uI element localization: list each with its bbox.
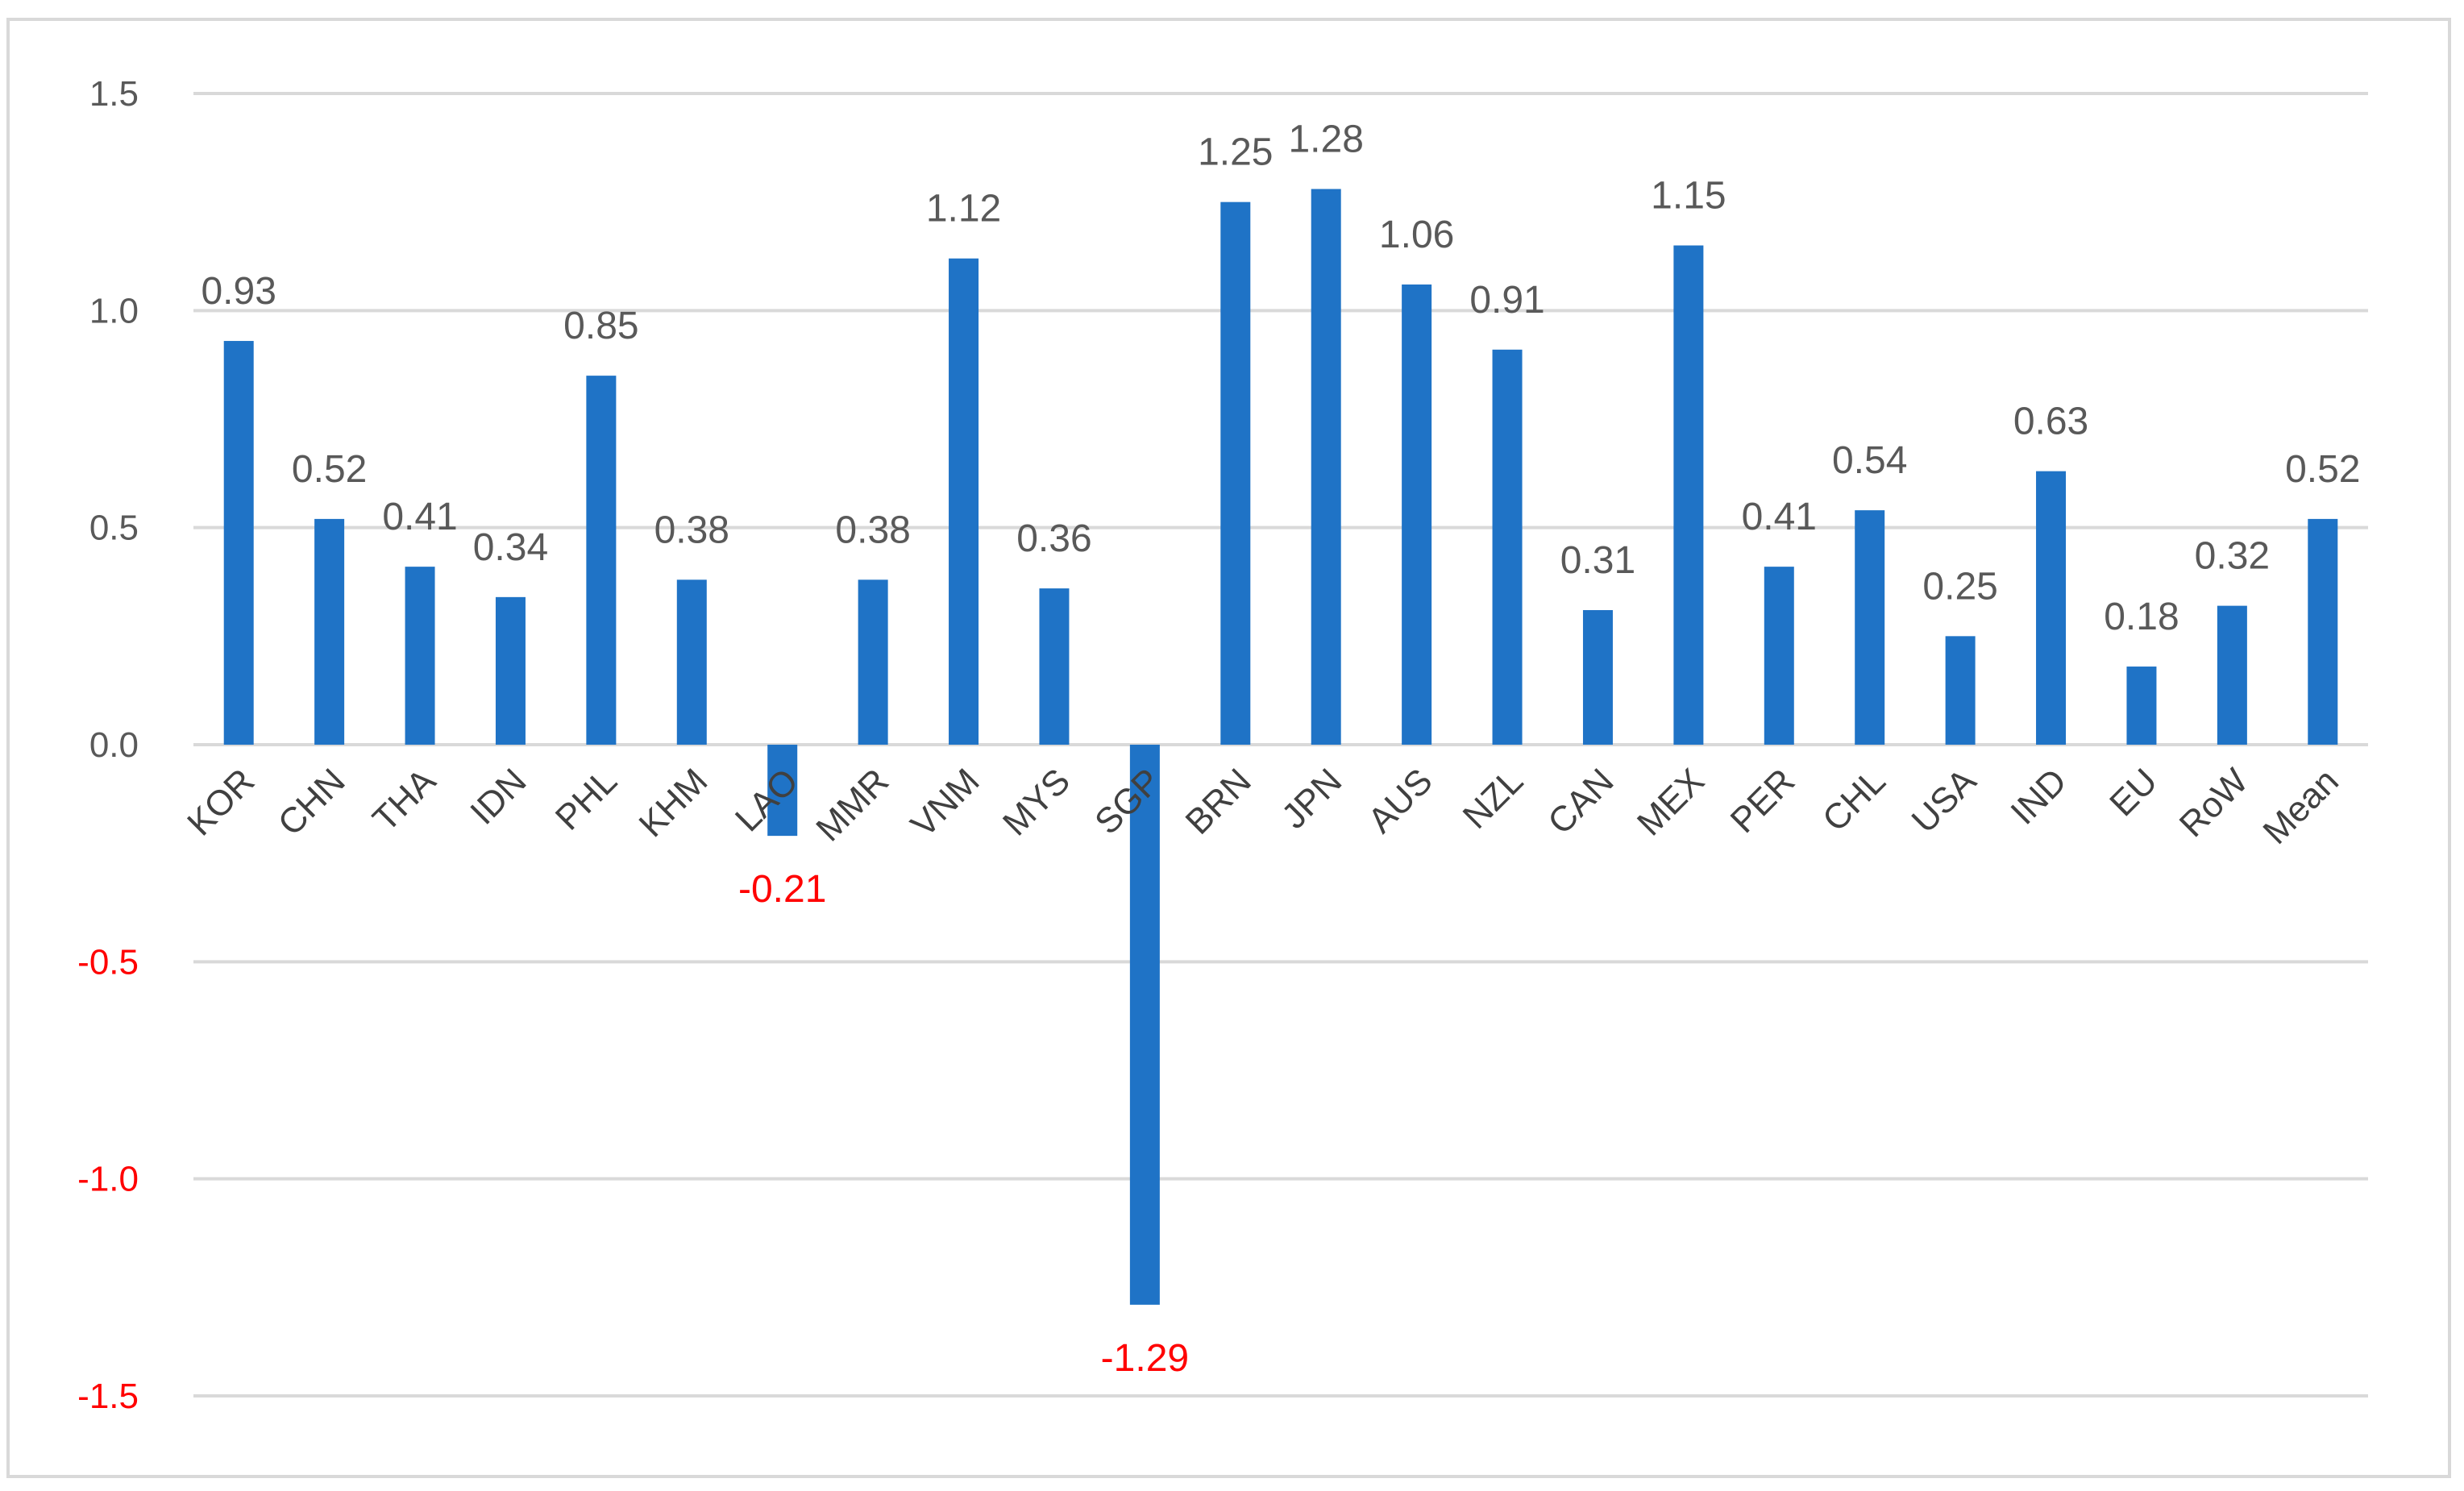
y-tick-label: 1.0 [89, 291, 139, 330]
category-label-tha: THA [365, 761, 443, 839]
bar-brn [1220, 201, 1251, 745]
data-label-mmr: 0.38 [835, 509, 910, 551]
category-label-row: RoW [2172, 761, 2256, 845]
category-label-mys: MYS [995, 761, 1078, 843]
bar-aus [1402, 284, 1432, 746]
category-labels: KOR CHN THA IDN PHL KHM LAO MMR VNM MYS SGP BRN JPN A… [180, 761, 2346, 852]
y-tick-label: -1.0 [77, 1160, 139, 1199]
gridlines [193, 92, 2368, 1398]
bar-tha [405, 567, 435, 745]
bar-kor [223, 341, 254, 745]
data-label-can: 0.31 [1560, 539, 1635, 582]
y-tick-label: 0.0 [89, 725, 139, 765]
data-label-nzl: 0.91 [1469, 279, 1544, 322]
category-label-jpn: JPN [1274, 761, 1349, 836]
category-label-mean: Mean [2255, 761, 2346, 851]
category-label-idn: IDN [463, 761, 534, 832]
bar-mmr [858, 579, 888, 745]
category-label-phl: PHL [548, 761, 625, 837]
category-label-brn: BRN [1178, 761, 1259, 841]
category-label-chl: CHL [1815, 761, 1893, 839]
data-label-ind: 0.63 [2013, 401, 2088, 443]
category-label-eu: EU [2102, 761, 2165, 824]
bar-khm [676, 579, 707, 745]
bar-phl [586, 376, 617, 745]
category-label-ind: IND [2003, 761, 2074, 832]
data-label-khm: 0.38 [654, 509, 729, 551]
data-label-per: 0.41 [1742, 496, 1817, 538]
data-label-chl: 0.54 [1832, 439, 1907, 482]
y-tick-label: -1.5 [77, 1377, 139, 1416]
bar-mex [1673, 245, 1704, 745]
data-label-mys: 0.36 [1016, 517, 1091, 560]
category-label-khm: KHM [632, 761, 716, 845]
bar-can [1582, 610, 1613, 745]
category-label-mex: MEX [1630, 761, 1712, 843]
data-label-kor: 0.93 [201, 270, 276, 313]
bar-jpn [1311, 189, 1341, 746]
category-label-mmr: MMR [808, 761, 896, 849]
bar-eu [2126, 667, 2157, 745]
category-label-aus: AUS [1361, 761, 1440, 841]
bar-lao [767, 745, 798, 837]
category-label-can: CAN [1540, 761, 1621, 841]
data-label-idn: 0.34 [473, 526, 548, 569]
bar-mys [1039, 588, 1070, 745]
data-label-row: 0.32 [2195, 535, 2270, 578]
data-label-phl: 0.85 [563, 305, 638, 347]
category-label-kor: KOR [180, 761, 262, 843]
bar-per [1764, 567, 1794, 745]
bar-mean [2308, 518, 2338, 745]
bar-idn [495, 596, 526, 745]
category-label-usa: USA [1905, 761, 1984, 841]
data-label-vnm: 1.12 [926, 188, 1001, 231]
category-label-per: PER [1723, 761, 1803, 841]
bar-ind [2036, 471, 2067, 745]
data-labels: 0.93 0.52 0.41 0.34 0.85 0.38 -0.21 0.38 1.12 0.3… [201, 118, 2360, 1380]
data-label-brn: 1.25 [1198, 131, 1273, 174]
y-tick-label: 0.5 [89, 509, 139, 548]
data-label-eu: 0.18 [2104, 596, 2179, 638]
data-label-mean: 0.52 [2285, 448, 2360, 491]
data-label-sgp: -1.29 [1101, 1337, 1189, 1380]
bar-chl [1855, 510, 1885, 745]
category-label-nzl: NZL [1456, 761, 1531, 836]
data-label-usa: 0.25 [1922, 565, 1997, 608]
data-label-mex: 1.15 [1651, 175, 1726, 218]
data-label-jpn: 1.28 [1288, 118, 1363, 161]
bar-sgp [1129, 745, 1160, 1305]
y-tick-label: -0.5 [77, 942, 139, 982]
bar-vnm [949, 258, 979, 745]
data-label-chn: 0.52 [292, 448, 367, 491]
y-axis-tick-labels: 1.5 1.0 0.5 0.0 -0.5 -1.0 -1.5 [77, 74, 139, 1416]
category-label-vnm: VNM [904, 761, 987, 845]
category-label-chn: CHN [271, 761, 353, 843]
bar-row [2217, 605, 2247, 745]
bar-chn [314, 518, 345, 745]
bar-nzl [1492, 349, 1523, 745]
data-label-lao: -0.21 [738, 868, 826, 911]
y-tick-label: 1.5 [89, 74, 139, 114]
data-label-aus: 1.06 [1379, 214, 1454, 256]
data-label-tha: 0.41 [382, 496, 457, 538]
bars [223, 189, 2338, 1305]
bar-usa [1945, 636, 1976, 745]
